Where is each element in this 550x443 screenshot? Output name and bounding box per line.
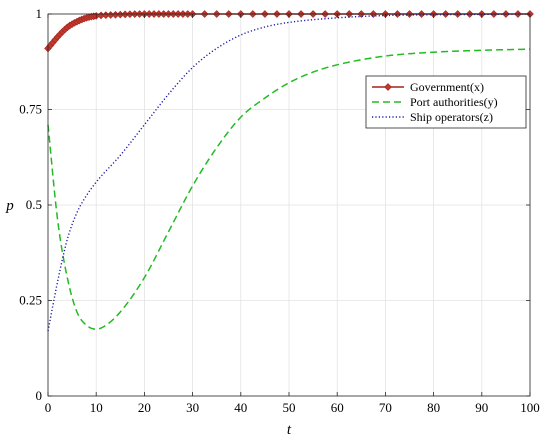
x-tick-label: 90 (475, 400, 488, 415)
x-tick-label: 50 (283, 400, 296, 415)
legend: Government(x)Port authorities(y)Ship ope… (365, 75, 527, 129)
x-tick-label: 10 (90, 400, 103, 415)
legend-marker (384, 83, 392, 91)
x-tick-label: 40 (234, 400, 247, 415)
x-tick-label: 70 (379, 400, 392, 415)
y-tick-label: 0 (36, 388, 43, 403)
x-tick-label: 100 (520, 400, 540, 415)
x-tick-label: 0 (45, 400, 52, 415)
legend-label: Ship operators(z) (410, 110, 493, 124)
x-axis-label: t (287, 422, 292, 438)
x-tick-label: 20 (138, 400, 151, 415)
x-tick-label: 80 (427, 400, 440, 415)
y-tick-label: 1 (36, 6, 43, 21)
y-tick-label: 0.75 (19, 102, 42, 117)
y-axis-label: p (5, 198, 14, 214)
legend-label: Port authorities(y) (410, 95, 498, 109)
x-tick-label: 60 (331, 400, 344, 415)
legend-box (365, 75, 527, 129)
x-tick-label: 30 (186, 400, 199, 415)
x-axis: 0 10 20 30 40 50 60 70 80 90 100 (45, 14, 540, 415)
legend-label: Government(x) (410, 80, 484, 94)
y-tick-label: 0.5 (26, 197, 42, 212)
y-axis: 0 0.25 0.5 0.75 1 (19, 6, 530, 403)
y-tick-label: 0.25 (19, 293, 42, 308)
